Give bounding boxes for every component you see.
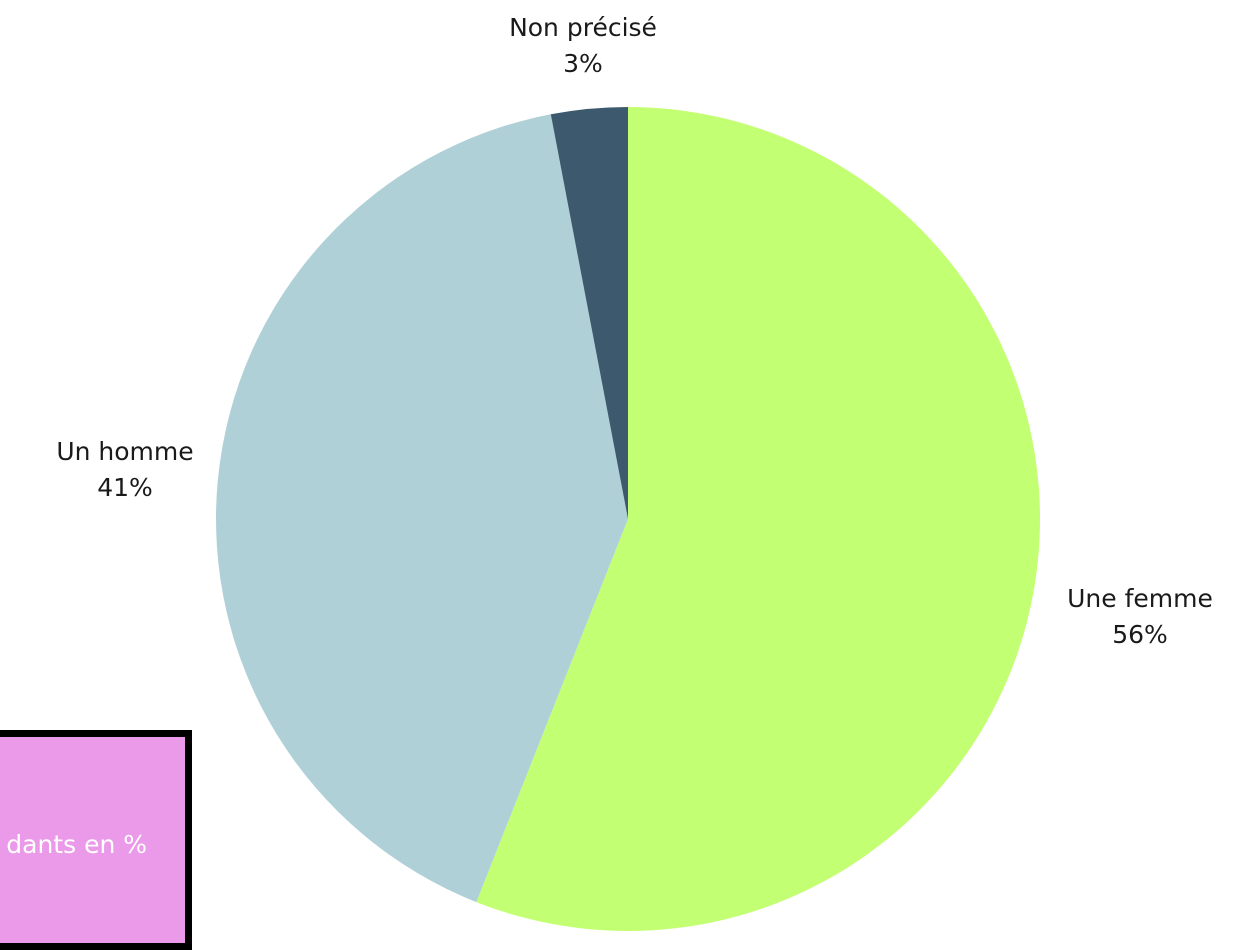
pie-slice-une-femme [476, 107, 1041, 931]
callout-box: rt des dants en % [0, 730, 192, 950]
pie-slice-non-precise [550, 107, 628, 519]
slice-label-non-precise-name: Non précisé [509, 13, 657, 42]
pie-slice-un-homme [215, 114, 628, 903]
slice-label-un-homme: Un homme 41% [10, 434, 240, 506]
callout-text: rt des dants en % [0, 830, 147, 859]
slice-label-un-homme-value: 41% [97, 473, 153, 502]
slice-label-une-femme-name: Une femme [1067, 584, 1213, 613]
slice-label-une-femme: Une femme 56% [1040, 581, 1237, 653]
slice-label-une-femme-value: 56% [1112, 620, 1168, 649]
slice-label-non-precise-value: 3% [563, 49, 603, 78]
slice-label-un-homme-name: Un homme [56, 437, 194, 466]
slice-label-non-precise: Non précisé 3% [468, 10, 698, 82]
